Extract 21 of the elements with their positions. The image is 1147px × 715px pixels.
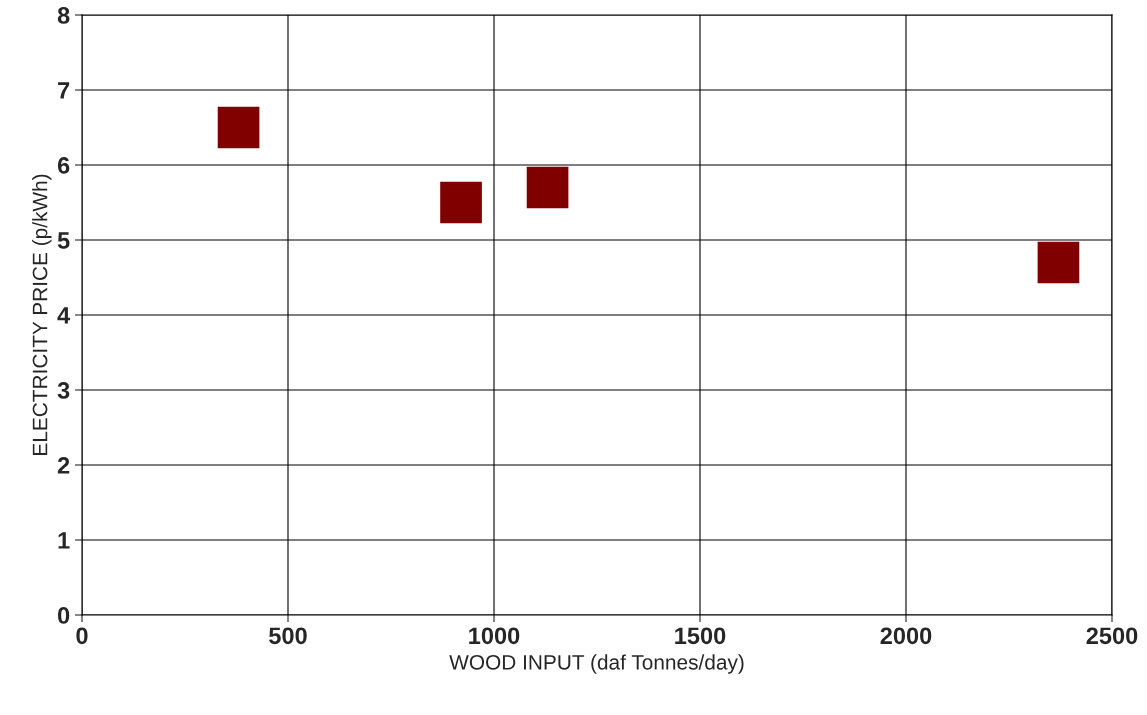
y-tick-label: 3: [57, 382, 70, 399]
point: [440, 181, 482, 224]
y-tick-label: 8: [57, 7, 70, 24]
x-tick-label: 1500: [675, 627, 726, 645]
x-tick-label: 1000: [469, 627, 520, 645]
x-tick-label: 500: [269, 627, 307, 645]
x-axis-title: WOOD INPUT (daf Tonnes/day): [449, 654, 744, 674]
y-axis-title: ELECTRICITY PRICE (p/kWh): [32, 174, 52, 455]
x-tick-label: 2500: [1086, 627, 1138, 645]
y-tick-label: 7: [58, 82, 70, 99]
y-tick-label: 5: [57, 232, 70, 249]
y-tick-label: 0: [58, 607, 70, 624]
y-tick-label: 1: [58, 532, 70, 549]
y-tick-label: 2: [57, 457, 70, 474]
point: [217, 106, 260, 149]
y-tick-label: 6: [57, 157, 70, 174]
x-tick-label: 0: [76, 627, 88, 645]
y-tick-label: 4: [57, 307, 71, 324]
x-tick-label: 2000: [880, 627, 932, 645]
point: [526, 166, 569, 209]
point: [1037, 241, 1080, 284]
